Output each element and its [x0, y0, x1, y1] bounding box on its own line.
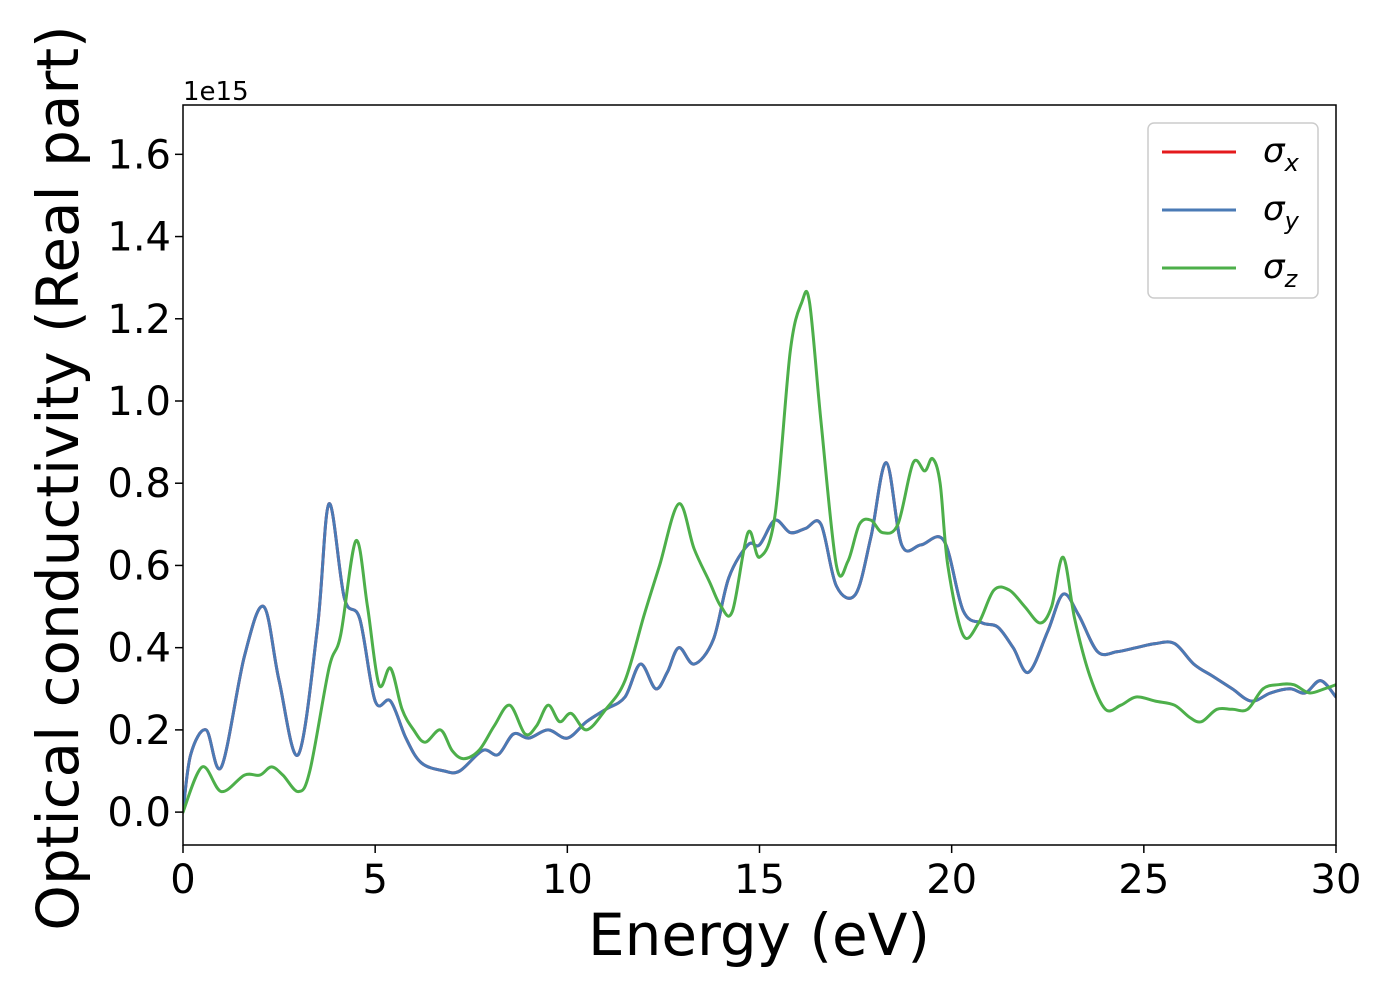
legend-label-2: σy: [1263, 189, 1300, 235]
y-tick-label: 1.2: [107, 297, 171, 343]
y-tick-label: 0.4: [107, 626, 171, 672]
legend-label-3: σz: [1263, 247, 1299, 293]
series-layer: [183, 289, 1336, 814]
y-tick-label: 0.0: [107, 790, 171, 836]
y-tick-label: 0.8: [107, 461, 171, 507]
plot-area: [183, 105, 1336, 845]
legend-items: σx σy σz: [1162, 131, 1300, 293]
y-tick-label: 0.6: [107, 543, 171, 589]
x-axis-label: Energy (eV): [588, 901, 930, 969]
plot-frame: [182, 104, 1337, 846]
y-tick-label: 1.6: [107, 132, 171, 178]
ticks-layer: 0 5 10 15 20 25 30 0.0 0.2 0.4 0.6 0.8 1.0 1.2 1.4 1.6: [107, 132, 1361, 903]
x-tick-label: 30: [1311, 857, 1362, 903]
series-line-2: [183, 461, 1336, 814]
y-offset-label: 1e15: [183, 77, 249, 107]
y-tick-label: 1.4: [107, 215, 171, 261]
x-tick-label: 0: [170, 857, 195, 903]
y-axis-label: Optical conductivity (Real part): [24, 25, 92, 930]
x-tick-label: 10: [542, 857, 593, 903]
legend: σx σy σz: [1147, 122, 1319, 299]
legend-label-1: σx: [1263, 131, 1300, 177]
x-tick-label: 20: [926, 857, 977, 903]
x-tick-label: 15: [734, 857, 785, 903]
series-line-3: [183, 289, 1336, 814]
y-tick-label: 1.0: [107, 379, 171, 425]
y-tick-label: 0.2: [107, 708, 171, 754]
x-tick-label: 25: [1118, 857, 1169, 903]
x-tick-label: 5: [362, 857, 387, 903]
